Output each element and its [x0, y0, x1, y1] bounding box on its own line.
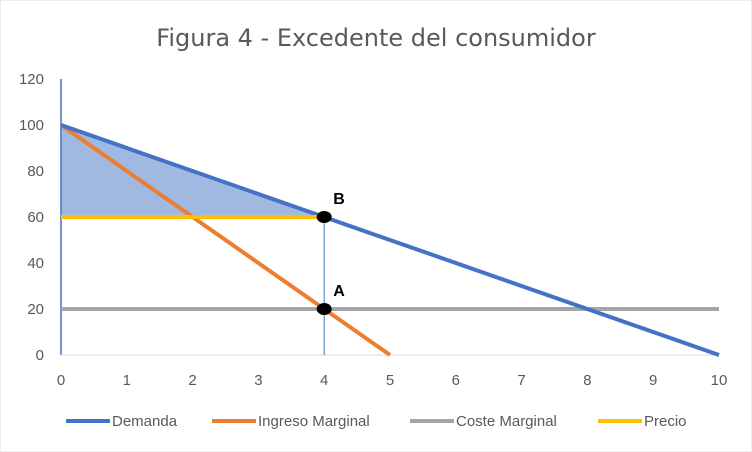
legend-label-demanda: Demanda — [112, 413, 178, 430]
y-tick-label: 20 — [27, 301, 44, 318]
y-tick-label: 80 — [27, 163, 44, 180]
x-tick-label: 6 — [452, 372, 460, 389]
y-tick-label: 60 — [27, 209, 44, 226]
legend-label-ingreso-marginal: Ingreso Marginal — [258, 413, 370, 430]
x-tick-label: 5 — [386, 372, 394, 389]
point-marker-b — [316, 211, 332, 223]
y-tick-label: 0 — [36, 347, 44, 364]
point-marker-a — [316, 303, 332, 315]
point-label-b: B — [333, 191, 345, 208]
legend-label-precio: Precio — [644, 413, 687, 430]
chart-title: Figura 4 - Excedente del consumidor — [156, 24, 596, 52]
y-tick-label: 40 — [27, 255, 44, 272]
y-tick-label: 120 — [19, 71, 44, 88]
y-tick-label: 100 — [19, 117, 44, 134]
x-tick-label: 0 — [57, 372, 65, 389]
point-label-a: A — [333, 283, 345, 300]
x-tick-label: 3 — [254, 372, 262, 389]
x-tick-label: 2 — [188, 372, 196, 389]
x-tick-label: 10 — [711, 372, 728, 389]
x-tick-label: 9 — [649, 372, 657, 389]
series-line-ingreso-marginal — [59, 123, 392, 357]
legend-label-coste-marginal: Coste Marginal — [456, 413, 557, 430]
x-tick-label: 7 — [517, 372, 525, 389]
x-tick-label: 1 — [123, 372, 131, 389]
series-line-demanda — [60, 123, 720, 357]
x-tick-label: 4 — [320, 372, 328, 389]
x-tick-label: 8 — [583, 372, 591, 389]
